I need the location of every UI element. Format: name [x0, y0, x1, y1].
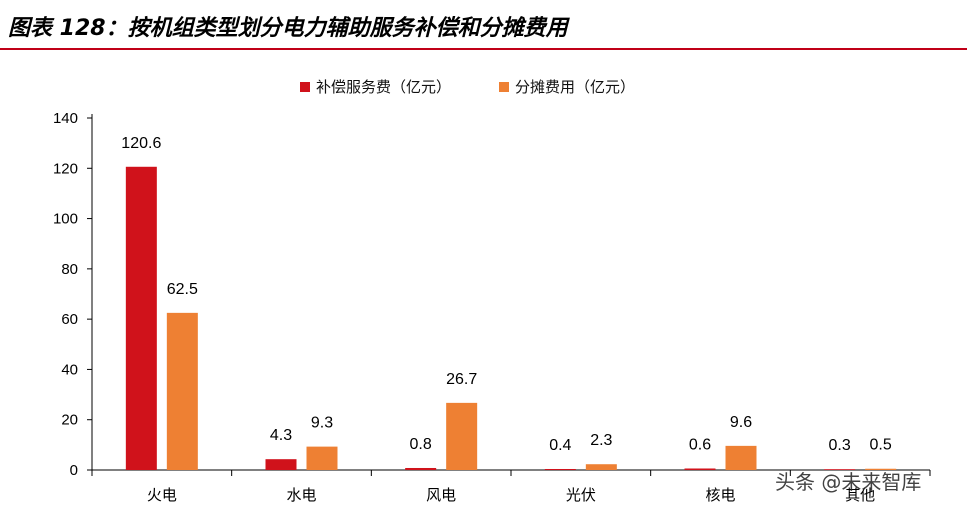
data-label-series-1: 0.3: [829, 437, 851, 454]
data-label-series-2: 62.5: [167, 281, 198, 298]
x-category-label: 核电: [705, 486, 735, 504]
data-label-series-2: 2.3: [590, 432, 612, 449]
bar-series-1: [544, 468, 576, 470]
bar-series-1: [125, 166, 157, 470]
legend-label-series-2: 分摊费用（亿元）: [515, 78, 636, 96]
x-category-label: 其他: [845, 486, 875, 504]
y-tick-label: 80: [61, 261, 78, 278]
legend: 补偿服务费（亿元） 分摊费用（亿元）: [300, 76, 635, 97]
legend-item-series-2: 分摊费用（亿元）: [499, 76, 635, 97]
bar-series-2: [446, 402, 478, 470]
y-tick-label: 40: [61, 361, 78, 378]
data-label-series-2: 26.7: [446, 371, 477, 388]
chart-title: 图表 128：按机组类型划分电力辅助服务补偿和分摊费用: [8, 16, 568, 41]
data-label-series-1: 0.8: [410, 436, 432, 453]
data-label-series-1: 0.6: [689, 436, 711, 453]
title-rule: [0, 48, 967, 50]
bar-series-2: [166, 312, 198, 470]
watermark: 头条 @未来智库: [775, 470, 922, 494]
x-category-label: 水电: [286, 486, 316, 504]
y-tick-label: 140: [53, 110, 78, 127]
x-category-label: 光伏: [566, 486, 596, 504]
bar-series-2: [725, 445, 757, 470]
bar-series-1: [265, 459, 297, 470]
legend-swatch-series-1: [300, 81, 310, 92]
x-category-label: 风电: [426, 486, 456, 504]
bar-series-1: [824, 469, 856, 470]
data-label-series-1: 0.4: [549, 437, 571, 454]
bar-series-2: [585, 464, 617, 470]
y-tick-label: 20: [61, 412, 78, 429]
y-tick-label: 100: [53, 211, 78, 228]
bar-series-1: [405, 467, 437, 470]
legend-swatch-series-2: [499, 81, 510, 92]
legend-item-series-1: 补偿服务费（亿元）: [300, 76, 451, 97]
legend-label-series-1: 补偿服务费（亿元）: [316, 78, 452, 96]
bar-series-1: [684, 468, 716, 470]
bar-series-2: [306, 446, 338, 470]
x-category-label: 火电: [147, 486, 177, 504]
y-tick-label: 60: [61, 311, 78, 328]
data-label-series-2: 0.5: [870, 437, 892, 454]
y-tick-label: 0: [70, 462, 78, 479]
data-label-series-1: 120.6: [121, 135, 161, 152]
y-tick-label: 120: [53, 160, 78, 177]
data-label-series-2: 9.3: [311, 415, 333, 432]
data-label-series-2: 9.6: [730, 414, 752, 431]
data-label-series-1: 4.3: [270, 427, 292, 444]
bar-series-2: [865, 468, 897, 470]
